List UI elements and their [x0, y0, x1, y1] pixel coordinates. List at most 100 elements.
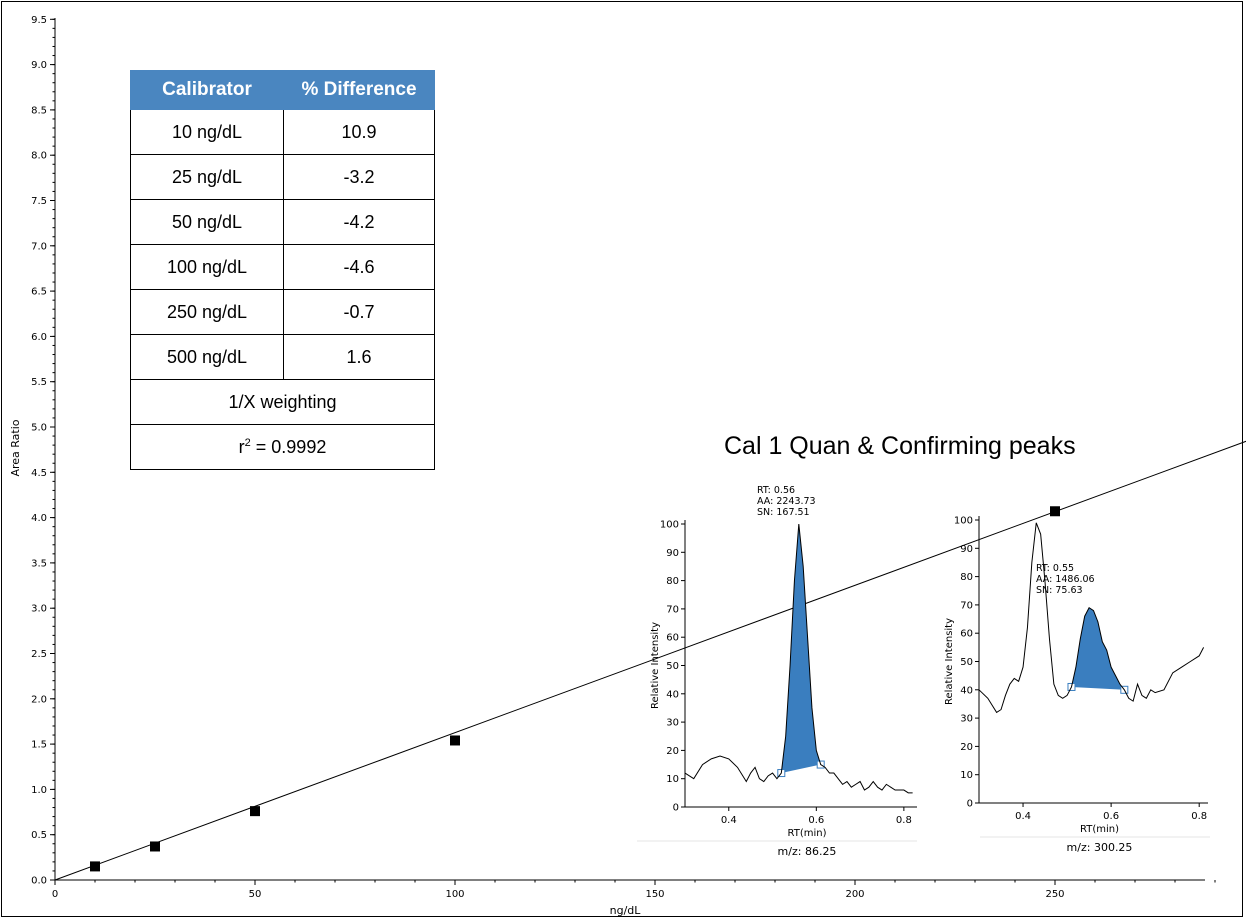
x-axis-label: RT(min): [788, 828, 827, 839]
y-tick-label: 7.5: [31, 196, 47, 207]
peak-annotation: AA: 2243.73: [757, 496, 816, 507]
y-tick-label: 30: [666, 718, 679, 729]
difference-cell: -4.2: [283, 199, 435, 245]
y-tick-label: 9.0: [31, 60, 47, 71]
y-tick-label: 4.5: [31, 468, 47, 479]
y-tick-label: 80: [666, 576, 679, 587]
x-tick-label: 0.6: [1103, 811, 1119, 822]
x-tick-label: 0.4: [1015, 811, 1031, 822]
x-tick-label: 200: [845, 889, 864, 900]
data-point: [90, 861, 100, 872]
calibrator-cell: 250 ng/dL: [130, 289, 284, 335]
y-tick-label: 50: [960, 657, 973, 668]
y-axis-label: Area Ratio: [9, 419, 22, 476]
x-tick-label: 0.4: [721, 815, 737, 826]
peak-annotation: AA: 1486.06: [1036, 574, 1095, 585]
table-row: 100 ng/dL -4.6: [130, 244, 435, 290]
main-axes: 0501001502002503003504004505005500.00.51…: [31, 15, 1246, 900]
y-tick-label: 90: [666, 548, 679, 559]
y-tick-label: 1.5: [31, 740, 47, 751]
y-tick-label: 4.0: [31, 513, 47, 524]
r-squared-exponent: 2: [244, 436, 251, 449]
x-tick-label: 0.8: [1191, 811, 1207, 822]
y-tick-label: 7.0: [31, 241, 47, 252]
difference-cell: -4.6: [283, 244, 435, 290]
calibrator-cell: 500 ng/dL: [130, 334, 284, 380]
y-tick-label: 80: [960, 572, 973, 583]
calibrator-cell: 100 ng/dL: [130, 244, 284, 290]
y-tick-label: 0.5: [31, 830, 47, 841]
y-tick-label: 40: [666, 689, 679, 700]
data-point: [450, 735, 460, 746]
r-squared-row: r2 = 0.9992: [130, 424, 435, 470]
y-tick-label: 20: [666, 746, 679, 757]
y-tick-label: 90: [960, 544, 973, 555]
y-tick-label: 70: [666, 604, 679, 615]
y-tick-label: 8.5: [31, 105, 47, 116]
x-tick-label: 0.6: [808, 815, 824, 826]
y-tick-label: 2.0: [31, 694, 47, 705]
y-tick-label: 9.5: [31, 15, 47, 26]
y-tick-label: 100: [954, 516, 973, 527]
table-row: 250 ng/dL -0.7: [130, 289, 435, 335]
y-axis-label: Relative Intensity: [944, 618, 955, 705]
header-percent-difference: % Difference: [283, 70, 435, 110]
peak-annotation: RT: 0.56: [757, 485, 795, 496]
y-axis-label: Relative Intensity: [650, 622, 661, 709]
x-axis-label: ng/dL: [610, 904, 642, 917]
weighting-cell: 1/X weighting: [130, 379, 435, 425]
y-tick-label: 1.0: [31, 785, 47, 796]
mass-caption: m/z: 300.25: [1067, 841, 1133, 854]
data-point: [150, 841, 160, 852]
y-tick-label: 3.5: [31, 558, 47, 569]
peak-annotation: SN: 75.63: [1036, 585, 1083, 596]
mass-caption: m/z: 86.25: [778, 845, 837, 858]
table-row: 10 ng/dL 10.9: [130, 109, 435, 155]
peak-annotation: SN: 167.51: [757, 507, 810, 518]
table-row: 500 ng/dL 1.6: [130, 334, 435, 380]
difference-cell: 10.9: [283, 109, 435, 155]
y-tick-label: 5.0: [31, 423, 47, 434]
peak-area-fill: [781, 524, 821, 774]
r-squared-symbol: r: [238, 436, 245, 457]
y-tick-label: 60: [960, 629, 973, 640]
calibrator-table: Calibrator % Difference 10 ng/dL 10.9 25 …: [130, 70, 435, 470]
fit-line: [54, 440, 1246, 881]
y-tick-label: 20: [960, 742, 973, 753]
x-tick-label: 0: [52, 889, 58, 900]
x-tick-label: 250: [1045, 889, 1064, 900]
data-point: [1050, 506, 1060, 517]
main-marks: [54, 440, 1246, 881]
chromatogram-trace: [978, 522, 1205, 714]
x-tick-label: 150: [645, 889, 664, 900]
r-squared-cell: r2 = 0.9992: [130, 424, 435, 470]
y-tick-label: 3.0: [31, 604, 47, 615]
peak-annotation: RT: 0.55: [1036, 563, 1074, 574]
weighting-row: 1/X weighting: [130, 379, 435, 425]
y-tick-label: 0: [967, 799, 973, 810]
x-tick-label: 0.8: [896, 815, 912, 826]
y-tick-label: 10: [666, 774, 679, 785]
y-tick-label: 6.0: [31, 332, 47, 343]
calibrator-cell: 25 ng/dL: [130, 154, 284, 200]
y-tick-label: 40: [960, 685, 973, 696]
y-tick-label: 5.5: [31, 377, 47, 388]
y-tick-label: 70: [960, 600, 973, 611]
table-row: 25 ng/dL -3.2: [130, 154, 435, 200]
y-tick-label: 30: [960, 714, 973, 725]
y-tick-label: 50: [666, 661, 679, 672]
y-tick-label: 10: [960, 770, 973, 781]
difference-cell: -0.7: [283, 289, 435, 335]
inset-title: Cal 1 Quan & Confirming peaks: [724, 432, 1076, 460]
y-tick-label: 2.5: [31, 649, 47, 660]
y-tick-label: 6.5: [31, 287, 47, 298]
difference-cell: -3.2: [283, 154, 435, 200]
y-tick-label: 60: [666, 633, 679, 644]
x-axis-label: RT(min): [1080, 824, 1119, 835]
peak-area-fill: [1071, 607, 1125, 690]
table-row: 50 ng/dL -4.2: [130, 199, 435, 245]
y-tick-label: 0.0: [31, 876, 47, 887]
quan-peak-chromatogram: 0 10 20 30 40 50 60 70 80 90 100 0.4 0.6 0.8 RT(min) Re…: [637, 485, 917, 858]
